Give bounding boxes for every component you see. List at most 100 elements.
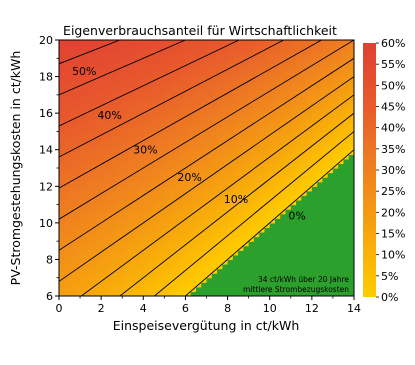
heatmap-cell <box>74 72 81 78</box>
heatmap-cell <box>185 241 192 247</box>
heatmap-cell <box>243 49 250 55</box>
heatmap-cell <box>69 232 76 238</box>
heatmap-cell <box>306 85 313 91</box>
heatmap-cell <box>296 200 302 206</box>
heatmap-cell <box>332 72 339 78</box>
heatmap-cell <box>164 277 171 283</box>
contour-label-20: 20% <box>177 171 201 184</box>
heatmap-cell <box>243 268 250 274</box>
heatmap-cell <box>164 268 171 274</box>
heatmap-cell <box>317 254 323 261</box>
heatmap-cell <box>201 181 208 187</box>
heatmap-cell <box>322 291 329 296</box>
heatmap-cell <box>348 200 354 206</box>
heatmap-cell <box>169 122 176 128</box>
heatmap-cell <box>259 72 266 78</box>
heatmap-cell <box>80 245 86 251</box>
heatmap-cell <box>180 72 187 78</box>
heatmap-cell <box>190 250 197 256</box>
heatmap-cell <box>206 154 213 160</box>
heatmap-cell <box>80 204 86 210</box>
heatmap-cell <box>138 58 144 64</box>
heatmap-cell <box>80 136 86 142</box>
heatmap-cell <box>190 67 197 73</box>
heatmap-cell <box>164 213 171 219</box>
y-tick-label: 6 <box>46 290 53 303</box>
heatmap-cell <box>280 163 287 169</box>
heatmap-cell <box>190 277 197 283</box>
heatmap-cell <box>106 58 113 64</box>
heatmap-cell <box>248 136 255 142</box>
heatmap-cell <box>111 245 118 251</box>
heatmap-cell <box>69 49 76 55</box>
heatmap-cell <box>232 181 239 187</box>
heatmap-cell <box>243 62 250 69</box>
heatmap-cell <box>227 99 234 105</box>
heatmap-cell <box>264 186 271 192</box>
heatmap-cell <box>243 200 250 206</box>
heatmap-cell <box>322 282 329 288</box>
heatmap-cell <box>143 149 150 155</box>
heatmap-cell <box>164 218 171 224</box>
heatmap-cell <box>101 90 108 96</box>
heatmap-cell <box>343 149 350 155</box>
heatmap-cell <box>64 104 71 110</box>
heatmap-cell <box>285 158 292 165</box>
heatmap-cell <box>332 117 339 123</box>
heatmap-cell <box>185 213 192 219</box>
heatmap-cell <box>285 250 292 256</box>
heatmap-cell <box>211 209 218 215</box>
heatmap-cell <box>164 126 171 133</box>
heatmap-cell <box>143 126 150 133</box>
contour-line-50 <box>59 40 186 96</box>
heatmap-cell <box>101 145 108 151</box>
heatmap-cell <box>227 222 234 229</box>
contour-label-40: 40% <box>97 109 121 122</box>
heatmap-cell <box>138 145 144 151</box>
heatmap-cell <box>127 241 134 247</box>
heatmap-cell <box>338 126 345 133</box>
heatmap-cell <box>238 136 244 142</box>
heatmap-cell <box>85 195 92 201</box>
heatmap-cell <box>253 250 260 256</box>
heatmap-cell <box>306 286 313 293</box>
heatmap-cell <box>90 58 97 64</box>
heatmap-cell <box>95 181 102 187</box>
heatmap-cell <box>185 104 192 110</box>
heatmap-cell <box>222 282 229 288</box>
heatmap-cell <box>285 254 292 261</box>
heatmap-cell <box>74 136 81 142</box>
heatmap-cell <box>90 200 97 206</box>
heatmap-cell <box>306 236 313 242</box>
heatmap-cell <box>138 200 144 206</box>
heatmap-cell <box>164 264 171 270</box>
heatmap-cell <box>101 76 108 82</box>
heatmap-cell <box>122 149 129 155</box>
heatmap-cell <box>306 149 313 155</box>
heatmap-cell <box>253 227 260 233</box>
heatmap-cell <box>232 232 239 238</box>
heatmap-cell <box>253 218 260 224</box>
heatmap-cell <box>206 222 213 229</box>
heatmap-cell <box>274 254 281 261</box>
heatmap-cell <box>311 85 318 91</box>
heatmap-cell <box>132 113 139 119</box>
heatmap-cell <box>90 236 97 242</box>
heatmap-cell <box>306 227 313 233</box>
heatmap-cell <box>301 163 308 169</box>
heatmap-cell <box>290 113 297 119</box>
heatmap-cell <box>132 104 139 110</box>
heatmap-cell <box>238 44 244 50</box>
heatmap-cell <box>201 209 208 215</box>
heatmap-cell <box>285 264 292 270</box>
heatmap-cell <box>306 213 313 219</box>
heatmap-cell <box>190 264 197 270</box>
heatmap-cell <box>169 72 176 78</box>
heatmap-cell <box>95 236 102 242</box>
heatmap-cell <box>127 186 134 192</box>
heatmap-cell <box>122 200 129 206</box>
heatmap-cell <box>122 172 129 178</box>
heatmap-cell <box>280 108 287 114</box>
heatmap-cell <box>232 136 239 142</box>
heatmap-cell <box>169 218 176 224</box>
